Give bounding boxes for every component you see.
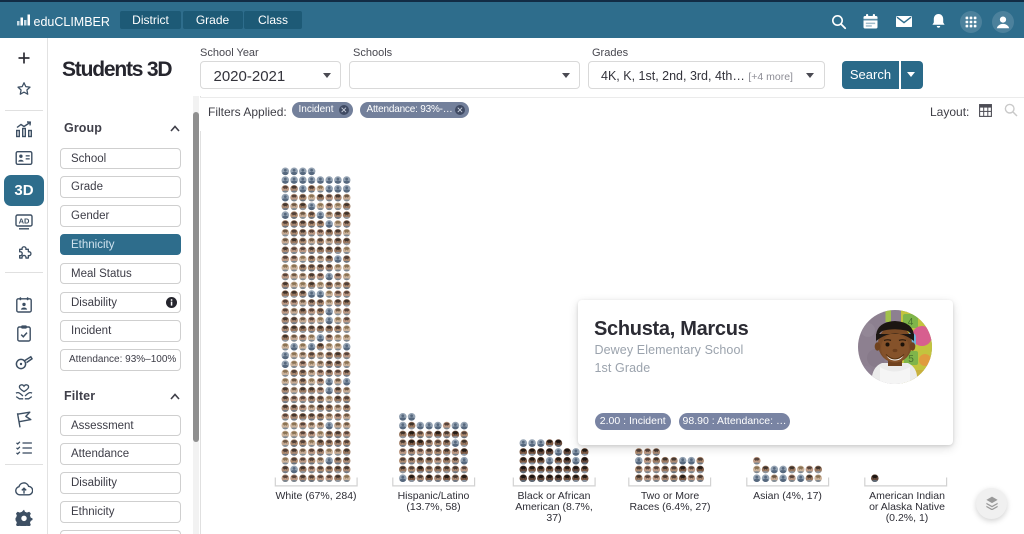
svg-text:5: 5 [908, 354, 914, 365]
svg-text:4: 4 [907, 317, 913, 328]
svg-text:AD: AD [18, 217, 29, 226]
